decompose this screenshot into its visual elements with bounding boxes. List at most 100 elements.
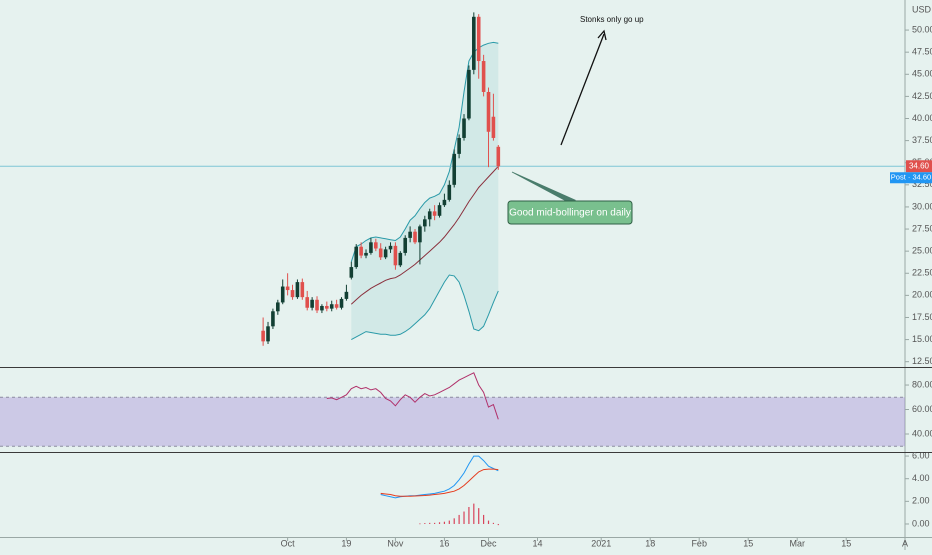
candle-body bbox=[481, 61, 486, 92]
y-tick-label: 47.50 bbox=[912, 47, 932, 57]
candle-body bbox=[271, 311, 275, 327]
x-tick-label: 16 bbox=[439, 538, 449, 548]
macd-histogram-bar bbox=[424, 523, 426, 524]
macd-histogram-bar bbox=[483, 514, 485, 524]
macd-histogram-bar bbox=[468, 507, 470, 524]
macd-histogram-bar bbox=[434, 522, 436, 524]
y-tick-label: 30.00 bbox=[912, 201, 932, 211]
macd-histogram-bar bbox=[438, 522, 441, 524]
bollinger-fill bbox=[351, 42, 499, 340]
candle-body bbox=[476, 16, 481, 62]
x-tick-label: 19 bbox=[341, 538, 351, 548]
y-tick-label: 15.00 bbox=[912, 334, 932, 344]
y-tick-label: 60.00 bbox=[912, 404, 932, 414]
candle-body bbox=[325, 305, 329, 309]
candle-body bbox=[261, 330, 265, 342]
x-tick-label: Mar bbox=[789, 538, 805, 548]
last-price-badge bbox=[906, 160, 932, 173]
candle-body bbox=[334, 304, 339, 308]
macd-line bbox=[380, 455, 499, 499]
candle-body bbox=[276, 302, 280, 312]
x-tick-label: 2021 bbox=[591, 538, 611, 548]
candle-body bbox=[432, 211, 437, 216]
bollinger-lower bbox=[351, 274, 499, 341]
candle-body bbox=[408, 231, 412, 238]
x-tick-label: Oct bbox=[281, 538, 296, 548]
macd-histogram-bar bbox=[443, 521, 446, 524]
candle-body bbox=[295, 282, 300, 298]
macd-histogram-bar bbox=[492, 522, 495, 524]
candle-body bbox=[315, 299, 319, 311]
candle-body bbox=[383, 249, 388, 258]
x-tick-label: Feb bbox=[691, 538, 707, 548]
candle-body bbox=[472, 16, 476, 70]
macd-histogram-bar bbox=[429, 522, 431, 524]
candle-body bbox=[310, 299, 314, 308]
macd-histogram-bar bbox=[448, 520, 450, 524]
candle-body bbox=[393, 245, 398, 266]
y-tick-label: 40.00 bbox=[912, 113, 932, 123]
candle-body bbox=[364, 252, 368, 256]
annotation-text: Stonks only go up bbox=[580, 15, 644, 24]
candle-body bbox=[452, 153, 457, 185]
candle-body bbox=[467, 69, 471, 119]
rsi-line bbox=[326, 372, 499, 420]
macd-histogram-bar bbox=[478, 508, 480, 524]
candle-body bbox=[403, 237, 408, 253]
candle-body bbox=[378, 248, 383, 258]
candle-body bbox=[339, 298, 344, 308]
y-tick-label: 42.50 bbox=[912, 91, 932, 101]
y-tick-label: 32.50 bbox=[912, 179, 932, 189]
currency-label: USD bbox=[912, 4, 932, 14]
x-tick-label: 15 bbox=[841, 538, 851, 548]
y-tick-label: 17.50 bbox=[912, 312, 932, 322]
candle-body bbox=[344, 291, 349, 299]
macd-histogram-bar bbox=[487, 520, 490, 524]
candle-body bbox=[349, 267, 354, 278]
x-tick-label: 18 bbox=[645, 538, 655, 548]
macd-histogram-bar bbox=[473, 503, 475, 524]
candle-body bbox=[398, 252, 403, 266]
macd-histogram-bar bbox=[463, 511, 465, 524]
candle-body bbox=[462, 118, 466, 138]
candle-body bbox=[369, 242, 373, 253]
y-tick-label: 6.00 bbox=[912, 450, 930, 460]
x-tick-label: 14 bbox=[533, 538, 543, 548]
x-tick-label: A bbox=[902, 538, 908, 548]
x-tick-label: Dec bbox=[481, 538, 498, 548]
macd-histogram-bar bbox=[419, 523, 421, 525]
rsi-band bbox=[0, 397, 905, 447]
candle-body bbox=[285, 286, 290, 291]
y-tick-label: 45.00 bbox=[912, 69, 932, 79]
macd-histogram-bar bbox=[458, 514, 460, 524]
y-tick-label: 2.00 bbox=[912, 496, 930, 506]
candle-body bbox=[320, 305, 324, 311]
candle-body bbox=[305, 297, 310, 308]
signal-line bbox=[380, 468, 499, 497]
candle-body bbox=[442, 199, 447, 206]
candle-body bbox=[457, 137, 461, 154]
last-price-label: 34.60 bbox=[909, 161, 930, 170]
candle-body bbox=[437, 205, 442, 216]
candle-body bbox=[290, 290, 295, 298]
x-tick-label: 15 bbox=[743, 538, 753, 548]
candle-body bbox=[447, 184, 452, 200]
callout-box bbox=[507, 200, 633, 225]
candle-body bbox=[300, 282, 305, 298]
x-tick-label: Nov bbox=[387, 538, 404, 548]
candle-body bbox=[374, 242, 378, 249]
candle-body bbox=[388, 245, 393, 250]
post-price-badge bbox=[890, 172, 932, 184]
candle-body bbox=[266, 326, 270, 342]
candle-body bbox=[491, 116, 496, 138]
candle-body bbox=[418, 226, 422, 243]
candle-body bbox=[423, 219, 427, 227]
post-price-label: Post · 34.60 bbox=[891, 173, 931, 182]
candle-body bbox=[427, 211, 432, 220]
candle-body bbox=[359, 246, 363, 256]
y-tick-label: 50.00 bbox=[912, 24, 932, 34]
candle-body bbox=[280, 286, 285, 303]
macd-histogram-bar bbox=[497, 523, 499, 526]
arrow-head bbox=[597, 29, 607, 41]
